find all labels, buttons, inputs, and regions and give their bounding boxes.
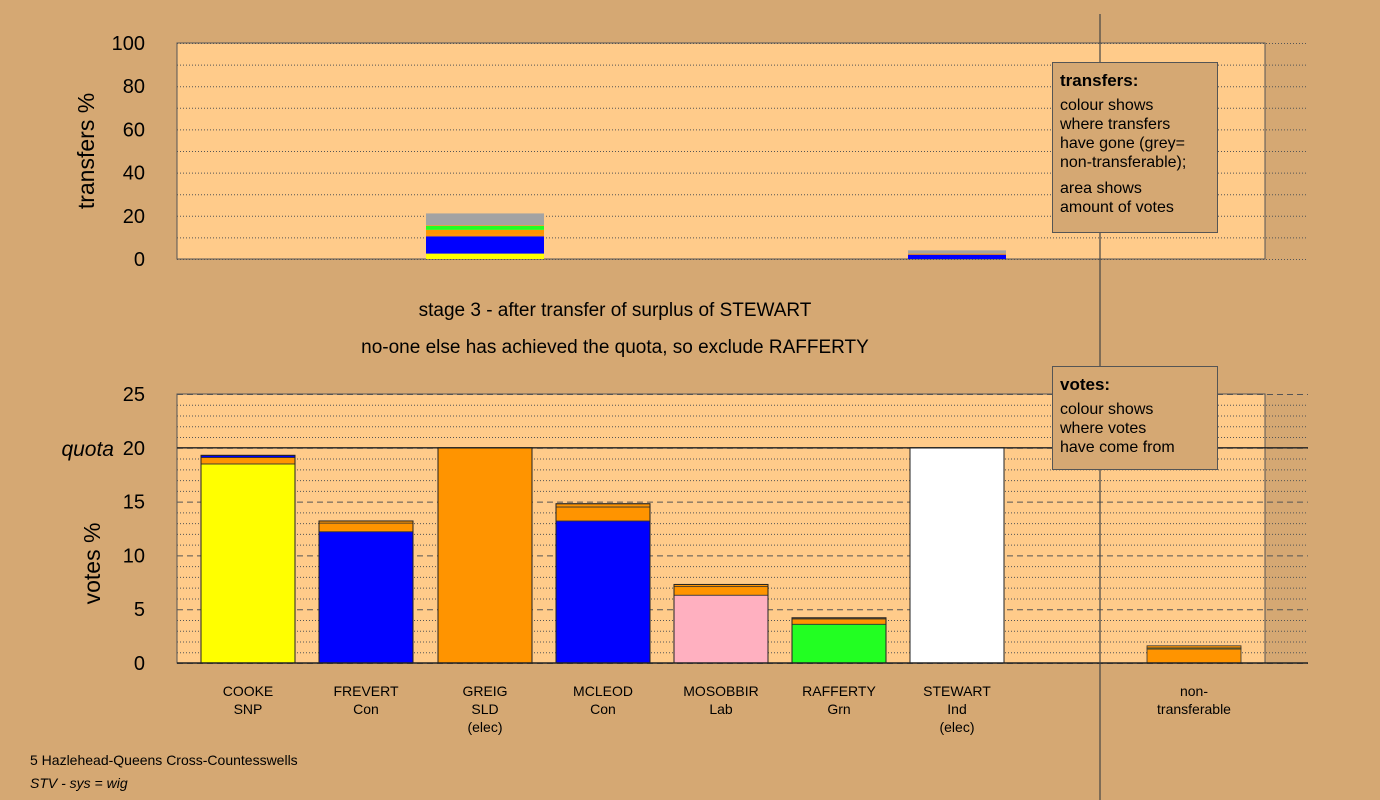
candidate-party-label: Con — [353, 701, 379, 717]
vote-bar-segment — [437, 447, 533, 664]
transfer-segment — [426, 234, 544, 237]
transfers-legend-line: non-transferable); — [1060, 154, 1187, 171]
labels: 0 20 40 60 80 100 0 5 10 15 20 25 quota transfers % vo… — [61, 33, 1231, 735]
transfer-segment — [908, 253, 1006, 255]
votes-legend-heading: votes: — [1060, 375, 1111, 394]
transfers-ytick-label: 100 — [112, 33, 145, 55]
vote-bar-segment — [791, 618, 887, 625]
vote-bar-segment — [555, 506, 651, 522]
transfers-legend-box: transfers: colour shows where transfers … — [1052, 62, 1218, 233]
stage-title: stage 3 - after transfer of surplus of S… — [418, 300, 812, 321]
transfer-segment — [426, 236, 544, 254]
candidate-party-label: SLD — [471, 701, 498, 717]
stage-note: no-one else has achieved the quota, so e… — [361, 337, 869, 358]
votes-ytick-label: 15 — [123, 492, 145, 514]
candidate-name-label: FREVERT — [333, 683, 399, 699]
quota-label: quota — [61, 438, 114, 461]
nontransferable-segment — [1146, 645, 1242, 649]
candidate-party-label: SNP — [234, 701, 263, 717]
candidate-name-label: GREIG — [462, 683, 507, 699]
votes-legend-line: where votes — [1060, 420, 1147, 437]
candidate-elected-label: (elec) — [939, 719, 974, 735]
candidate-name-label: MCLEOD — [573, 683, 633, 699]
vote-bar-segment — [673, 586, 769, 596]
nontransferable-label: transferable — [1157, 701, 1231, 717]
candidate-party-label: Ind — [947, 701, 966, 717]
transfers-legend-line: amount of votes — [1060, 199, 1174, 216]
votes-ytick-label: 0 — [134, 653, 145, 675]
transfers-ytick-label: 40 — [123, 163, 145, 185]
nontransferable-label: non- — [1180, 683, 1208, 699]
nontransferable-segment — [1146, 648, 1242, 664]
candidate-party-label: Con — [590, 701, 616, 717]
transfers-ytick-label: 0 — [134, 249, 145, 271]
vote-bar-segment — [318, 522, 414, 533]
bars — [200, 213, 1242, 664]
vote-bar-segment — [791, 623, 887, 664]
transfer-segment — [426, 225, 544, 230]
candidate-name-label: MOSOBBIR — [683, 683, 758, 699]
vote-bar-segment — [555, 520, 651, 664]
votes-legend-line: have come from — [1060, 439, 1175, 456]
transfer-segment — [426, 253, 544, 259]
transfer-segment — [426, 225, 544, 226]
candidate-name-label: RAFFERTY — [802, 683, 876, 699]
votes-ytick-label: 10 — [123, 545, 145, 567]
transfers-ytick-label: 60 — [123, 119, 145, 141]
candidate-party-label: Grn — [827, 701, 850, 717]
system-label: STV - sys = wig — [30, 775, 128, 791]
transfer-segment — [426, 213, 544, 226]
candidate-name-label: STEWART — [923, 683, 991, 699]
candidate-name-label: COOKE — [223, 683, 274, 699]
votes-ytick-label: 25 — [123, 384, 145, 406]
transfers-axis-title: transfers % — [73, 93, 99, 209]
transfer-segment — [426, 229, 544, 235]
transfers-legend-line: have gone (grey= — [1060, 135, 1185, 152]
candidate-party-label: Lab — [709, 701, 733, 717]
vote-bar-segment — [318, 531, 414, 664]
candidate-elected-label: (elec) — [467, 719, 502, 735]
votes-ytick-label: 20 — [123, 438, 145, 460]
votes-legend-line: colour shows — [1060, 401, 1154, 418]
vote-bar-segment — [673, 594, 769, 664]
transfers-legend-line: where transfers — [1060, 116, 1171, 133]
transfer-segment — [908, 254, 1006, 259]
ward-name: 5 Hazlehead-Queens Cross-Countesswells — [30, 752, 298, 768]
votes-axis-title: votes % — [79, 523, 105, 605]
votes-legend-box: votes: colour shows where votes have com… — [1052, 366, 1218, 470]
vote-bar-segment — [909, 447, 1005, 664]
transfers-legend-heading: transfers: — [1060, 71, 1139, 90]
transfers-legend-line: colour shows — [1060, 97, 1154, 114]
transfers-ytick-label: 20 — [123, 206, 145, 228]
transfers-ytick-label: 80 — [123, 76, 145, 98]
vote-bar-segment — [200, 457, 296, 465]
votes-ytick-label: 5 — [134, 599, 145, 621]
transfers-legend-line: area shows — [1060, 180, 1142, 197]
transfer-segment — [908, 250, 1006, 254]
vote-bar-segment — [200, 463, 296, 664]
